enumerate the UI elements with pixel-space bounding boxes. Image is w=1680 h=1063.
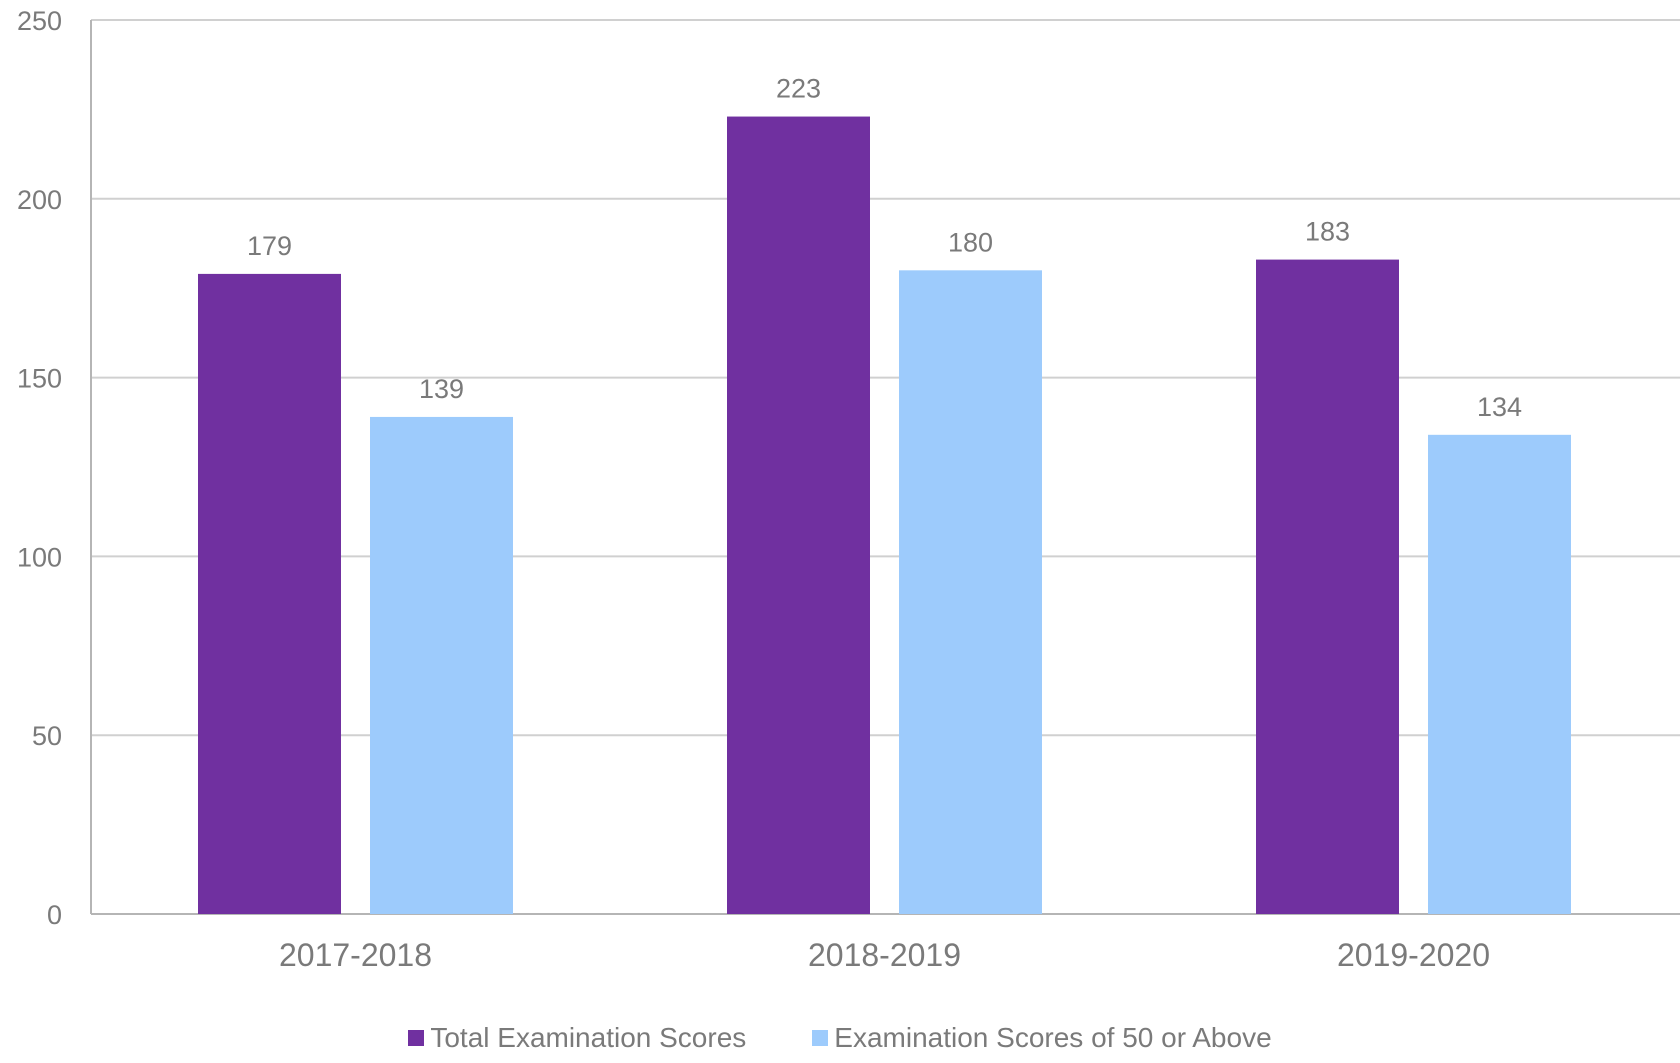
data-label: 139 xyxy=(419,374,464,404)
data-label: 223 xyxy=(776,74,821,104)
legend-label-total: Total Examination Scores xyxy=(430,1022,747,1053)
y-tick-label: 200 xyxy=(17,185,62,215)
x-tick-label: 2019-2020 xyxy=(1337,937,1490,973)
bar-50-or-above xyxy=(370,416,513,914)
legend: Total Examination Scores Examination Sco… xyxy=(0,1022,1680,1054)
data-label: 179 xyxy=(247,231,292,261)
data-label: 180 xyxy=(948,227,993,257)
legend-item-total: Total Examination Scores xyxy=(408,1022,746,1054)
y-tick-label: 250 xyxy=(17,6,62,36)
legend-swatch-total xyxy=(408,1030,425,1046)
bar-total xyxy=(198,273,341,914)
bar-chart: 0 50 100 150 200 250 179 139 2017-2018 223 180 2018… xyxy=(17,6,1680,973)
y-tick-label: 100 xyxy=(17,542,62,572)
bar-total xyxy=(1256,259,1399,914)
y-tick-label: 50 xyxy=(32,721,62,751)
bar-total xyxy=(727,116,870,914)
bar-50-or-above xyxy=(1428,434,1571,914)
data-label: 134 xyxy=(1477,392,1522,422)
x-tick-label: 2018-2019 xyxy=(808,937,961,973)
legend-label-50-or-above: Examination Scores of 50 or Above xyxy=(834,1022,1272,1053)
y-tick-label: 0 xyxy=(47,900,62,930)
bar-50-or-above xyxy=(899,270,1042,914)
legend-item-50-or-above: Examination Scores of 50 or Above xyxy=(812,1022,1272,1054)
data-label: 183 xyxy=(1305,217,1350,247)
y-tick-label: 150 xyxy=(17,364,62,394)
x-tick-label: 2017-2018 xyxy=(279,937,432,973)
legend-swatch-50-or-above xyxy=(812,1030,829,1046)
